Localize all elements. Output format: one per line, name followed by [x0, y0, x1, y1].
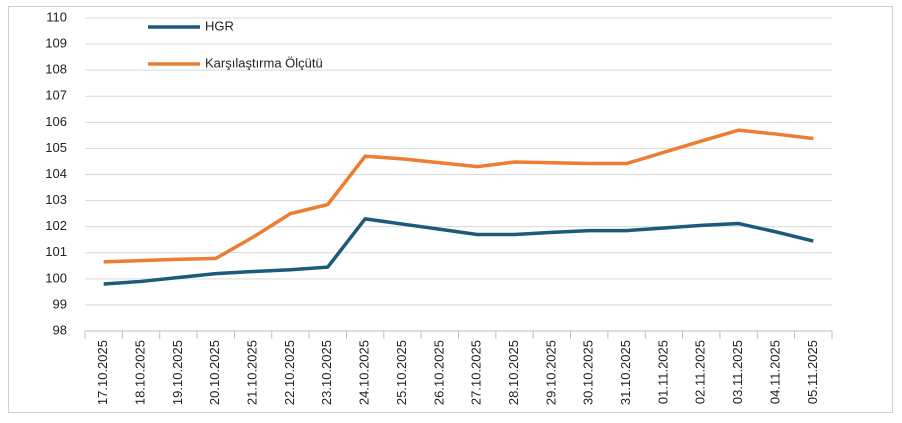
x-tick-label: 28.10.2025	[506, 340, 521, 405]
y-tick-label: 104	[45, 166, 67, 181]
x-tick-label: 17.10.2025	[95, 340, 110, 405]
y-tick-label: 110	[46, 9, 67, 24]
chart-frame	[8, 6, 893, 413]
y-tick-label: 100	[45, 270, 67, 285]
x-tick-label: 25.10.2025	[394, 340, 409, 405]
series-line	[103, 128, 814, 264]
y-tick-label: 102	[45, 218, 67, 233]
x-tick-label: 31.10.2025	[618, 340, 633, 405]
x-tick-label: 19.10.2025	[170, 340, 185, 405]
x-tick-label: 21.10.2025	[245, 340, 260, 405]
y-tick-label: 99	[53, 296, 67, 311]
x-tick-label: 29.10.2025	[543, 340, 558, 405]
x-tick-label: 03.11.2025	[730, 340, 745, 404]
x-tick-label: 26.10.2025	[431, 340, 446, 405]
x-tick-label: 18.10.2025	[132, 340, 147, 405]
x-tick-label: 02.11.2025	[693, 340, 708, 404]
y-tick-label: 109	[45, 36, 67, 51]
x-tick-label: 04.11.2025	[767, 340, 782, 404]
y-tick-label: 105	[45, 140, 67, 155]
x-tick-label: 20.10.2025	[207, 340, 222, 405]
x-tick-label: 27.10.2025	[469, 340, 484, 405]
x-tick-label: 01.11.2025	[655, 340, 670, 404]
x-tick-label: 24.10.2025	[357, 340, 372, 405]
legend-label: Karşılaştırma Ölçütü	[205, 55, 323, 70]
x-tick-label: 22.10.2025	[282, 340, 297, 405]
y-tick-label: 106	[45, 114, 67, 129]
y-tick-label: 98	[53, 322, 67, 337]
x-tick-label: 23.10.2025	[319, 340, 334, 405]
legend-label: HGR	[205, 18, 234, 33]
y-tick-label: 108	[45, 62, 67, 77]
x-tick-label: 05.11.2025	[805, 340, 820, 404]
x-tick-label: 30.10.2025	[581, 340, 596, 405]
y-tick-label: 101	[45, 244, 67, 259]
series-line	[103, 217, 814, 286]
y-tick-label: 103	[45, 192, 67, 207]
y-tick-label: 107	[45, 88, 67, 103]
